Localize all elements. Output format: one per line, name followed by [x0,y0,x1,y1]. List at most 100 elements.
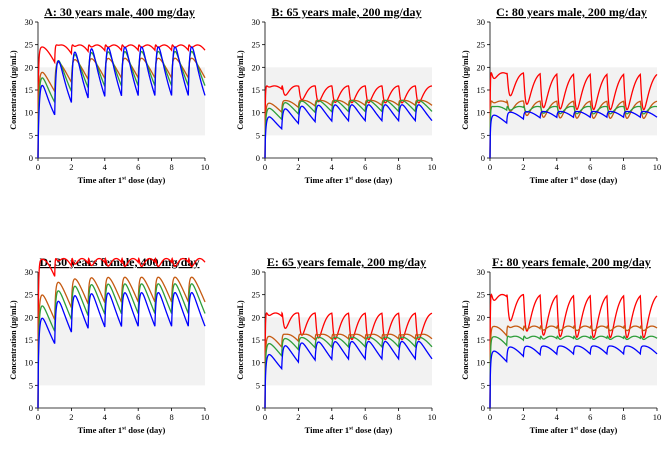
series-line [37,44,206,159]
y-tick-label: 10 [25,108,34,118]
x-tick-label: 10 [428,412,437,422]
series-line [489,335,658,409]
y-tick-label: 25 [477,40,486,50]
x-tick-label: 8 [169,162,173,172]
series-line [37,291,206,409]
y-tick-label: 20 [252,312,261,322]
x-tick-label: 6 [363,162,367,172]
x-tick-label: 10 [201,162,210,172]
x-tick-label: 4 [103,412,108,422]
y-tick-label: 5 [256,380,260,390]
x-tick-label: 0 [488,412,492,422]
x-axis-label: Time after 1st dose (day) [305,175,393,185]
series-line [264,340,433,409]
x-axis-label: Time after 1st dose (day) [78,175,166,185]
y-tick-label: 10 [25,358,34,368]
x-tick-label: 4 [555,412,560,422]
x-tick-label: 6 [136,162,140,172]
y-tick-label: 5 [29,130,33,140]
y-tick-label: 30 [477,17,486,27]
y-tick-label: 25 [25,290,34,300]
x-tick-label: 2 [296,412,300,422]
chart-panel: 0 5 10 15 20 25 30 0 2 4 6 8 10 B: 65 years male, 200… [236,5,436,185]
series-line [489,293,658,409]
y-tick-label: 10 [252,358,261,368]
x-tick-label: 6 [588,412,592,422]
y-tick-label: 10 [477,358,486,368]
y-tick-label: 30 [25,267,34,277]
x-tick-label: 2 [521,162,525,172]
chart-panel: 0 5 10 15 20 25 30 0 2 4 6 8 10 A: 30 years male, 400… [9,5,209,185]
x-tick-label: 2 [521,412,525,422]
x-tick-label: 10 [201,412,210,422]
x-axis-label: Time after 1st dose (day) [305,425,393,435]
y-axis-label: Concentration (μg/mL) [9,50,18,130]
y-tick-label: 25 [252,290,261,300]
y-tick-label: 0 [481,153,485,163]
y-tick-label: 25 [252,40,261,50]
y-tick-label: 25 [477,290,486,300]
y-tick-label: 25 [25,40,34,50]
series-line [37,46,206,159]
x-tick-label: 8 [396,412,400,422]
x-tick-label: 6 [588,162,592,172]
series-line [489,72,658,159]
chart-title: F: 80 years female, 200 mg/day [492,255,651,269]
y-tick-label: 30 [477,267,486,277]
y-tick-label: 20 [25,312,34,322]
x-axis-label: Time after 1st dose (day) [530,425,618,435]
y-tick-label: 10 [477,108,486,118]
chart-panel: 0 5 10 15 20 25 30 0 2 4 6 8 10 C: 80 years male, 200… [461,5,661,185]
x-axis-label: Time after 1st dose (day) [530,175,618,185]
x-tick-label: 0 [488,162,492,172]
chart-title: E: 65 years female, 200 mg/day [267,255,426,269]
y-axis-label: Concentration (μg/mL) [236,300,245,380]
y-tick-label: 20 [25,62,34,72]
y-tick-label: 5 [481,380,485,390]
x-tick-label: 8 [169,412,173,422]
y-tick-label: 15 [25,335,34,345]
x-tick-label: 0 [263,412,267,422]
y-axis-label: Concentration (μg/mL) [461,300,470,380]
x-tick-label: 2 [296,162,300,172]
y-tick-label: 20 [477,312,486,322]
y-tick-label: 15 [477,335,486,345]
x-tick-label: 10 [653,412,662,422]
y-tick-label: 0 [29,153,33,163]
chart-panel: 0 5 10 15 20 25 30 0 2 4 6 8 10 E: 65 years female, 2… [236,255,436,435]
x-tick-label: 2 [69,162,73,172]
x-tick-label: 2 [69,412,73,422]
x-tick-label: 4 [103,162,108,172]
series-line [37,256,206,409]
y-tick-label: 10 [252,108,261,118]
y-tick-label: 5 [256,130,260,140]
x-axis-label: Time after 1st dose (day) [78,425,166,435]
target-range-band [38,317,205,386]
chart-panel: 0 5 10 15 20 25 30 0 2 4 6 8 10 F: 80 years female, 2… [461,255,661,435]
series-line [264,333,433,409]
x-tick-label: 0 [263,162,267,172]
chart-title: C: 80 years male, 200 mg/day [496,5,647,19]
y-tick-label: 30 [25,17,34,27]
x-tick-label: 8 [396,162,400,172]
x-tick-label: 0 [36,412,40,422]
x-tick-label: 10 [428,162,437,172]
chart-title: B: 65 years male, 200 mg/day [272,5,422,19]
y-tick-label: 0 [29,403,33,413]
x-tick-label: 4 [330,412,335,422]
x-tick-label: 8 [621,162,625,172]
series-line [264,104,433,159]
y-tick-label: 30 [252,17,261,27]
x-tick-label: 8 [621,412,625,422]
chart-title: A: 30 years male, 400 mg/day [44,5,195,19]
series-line [489,325,658,409]
y-tick-label: 20 [252,62,261,72]
y-axis-label: Concentration (μg/mL) [461,50,470,130]
series-line [264,99,433,159]
y-axis-label: Concentration (μg/mL) [236,50,245,130]
y-tick-label: 0 [481,403,485,413]
y-tick-label: 0 [256,403,260,413]
y-tick-label: 15 [25,85,34,95]
y-tick-label: 30 [252,267,261,277]
